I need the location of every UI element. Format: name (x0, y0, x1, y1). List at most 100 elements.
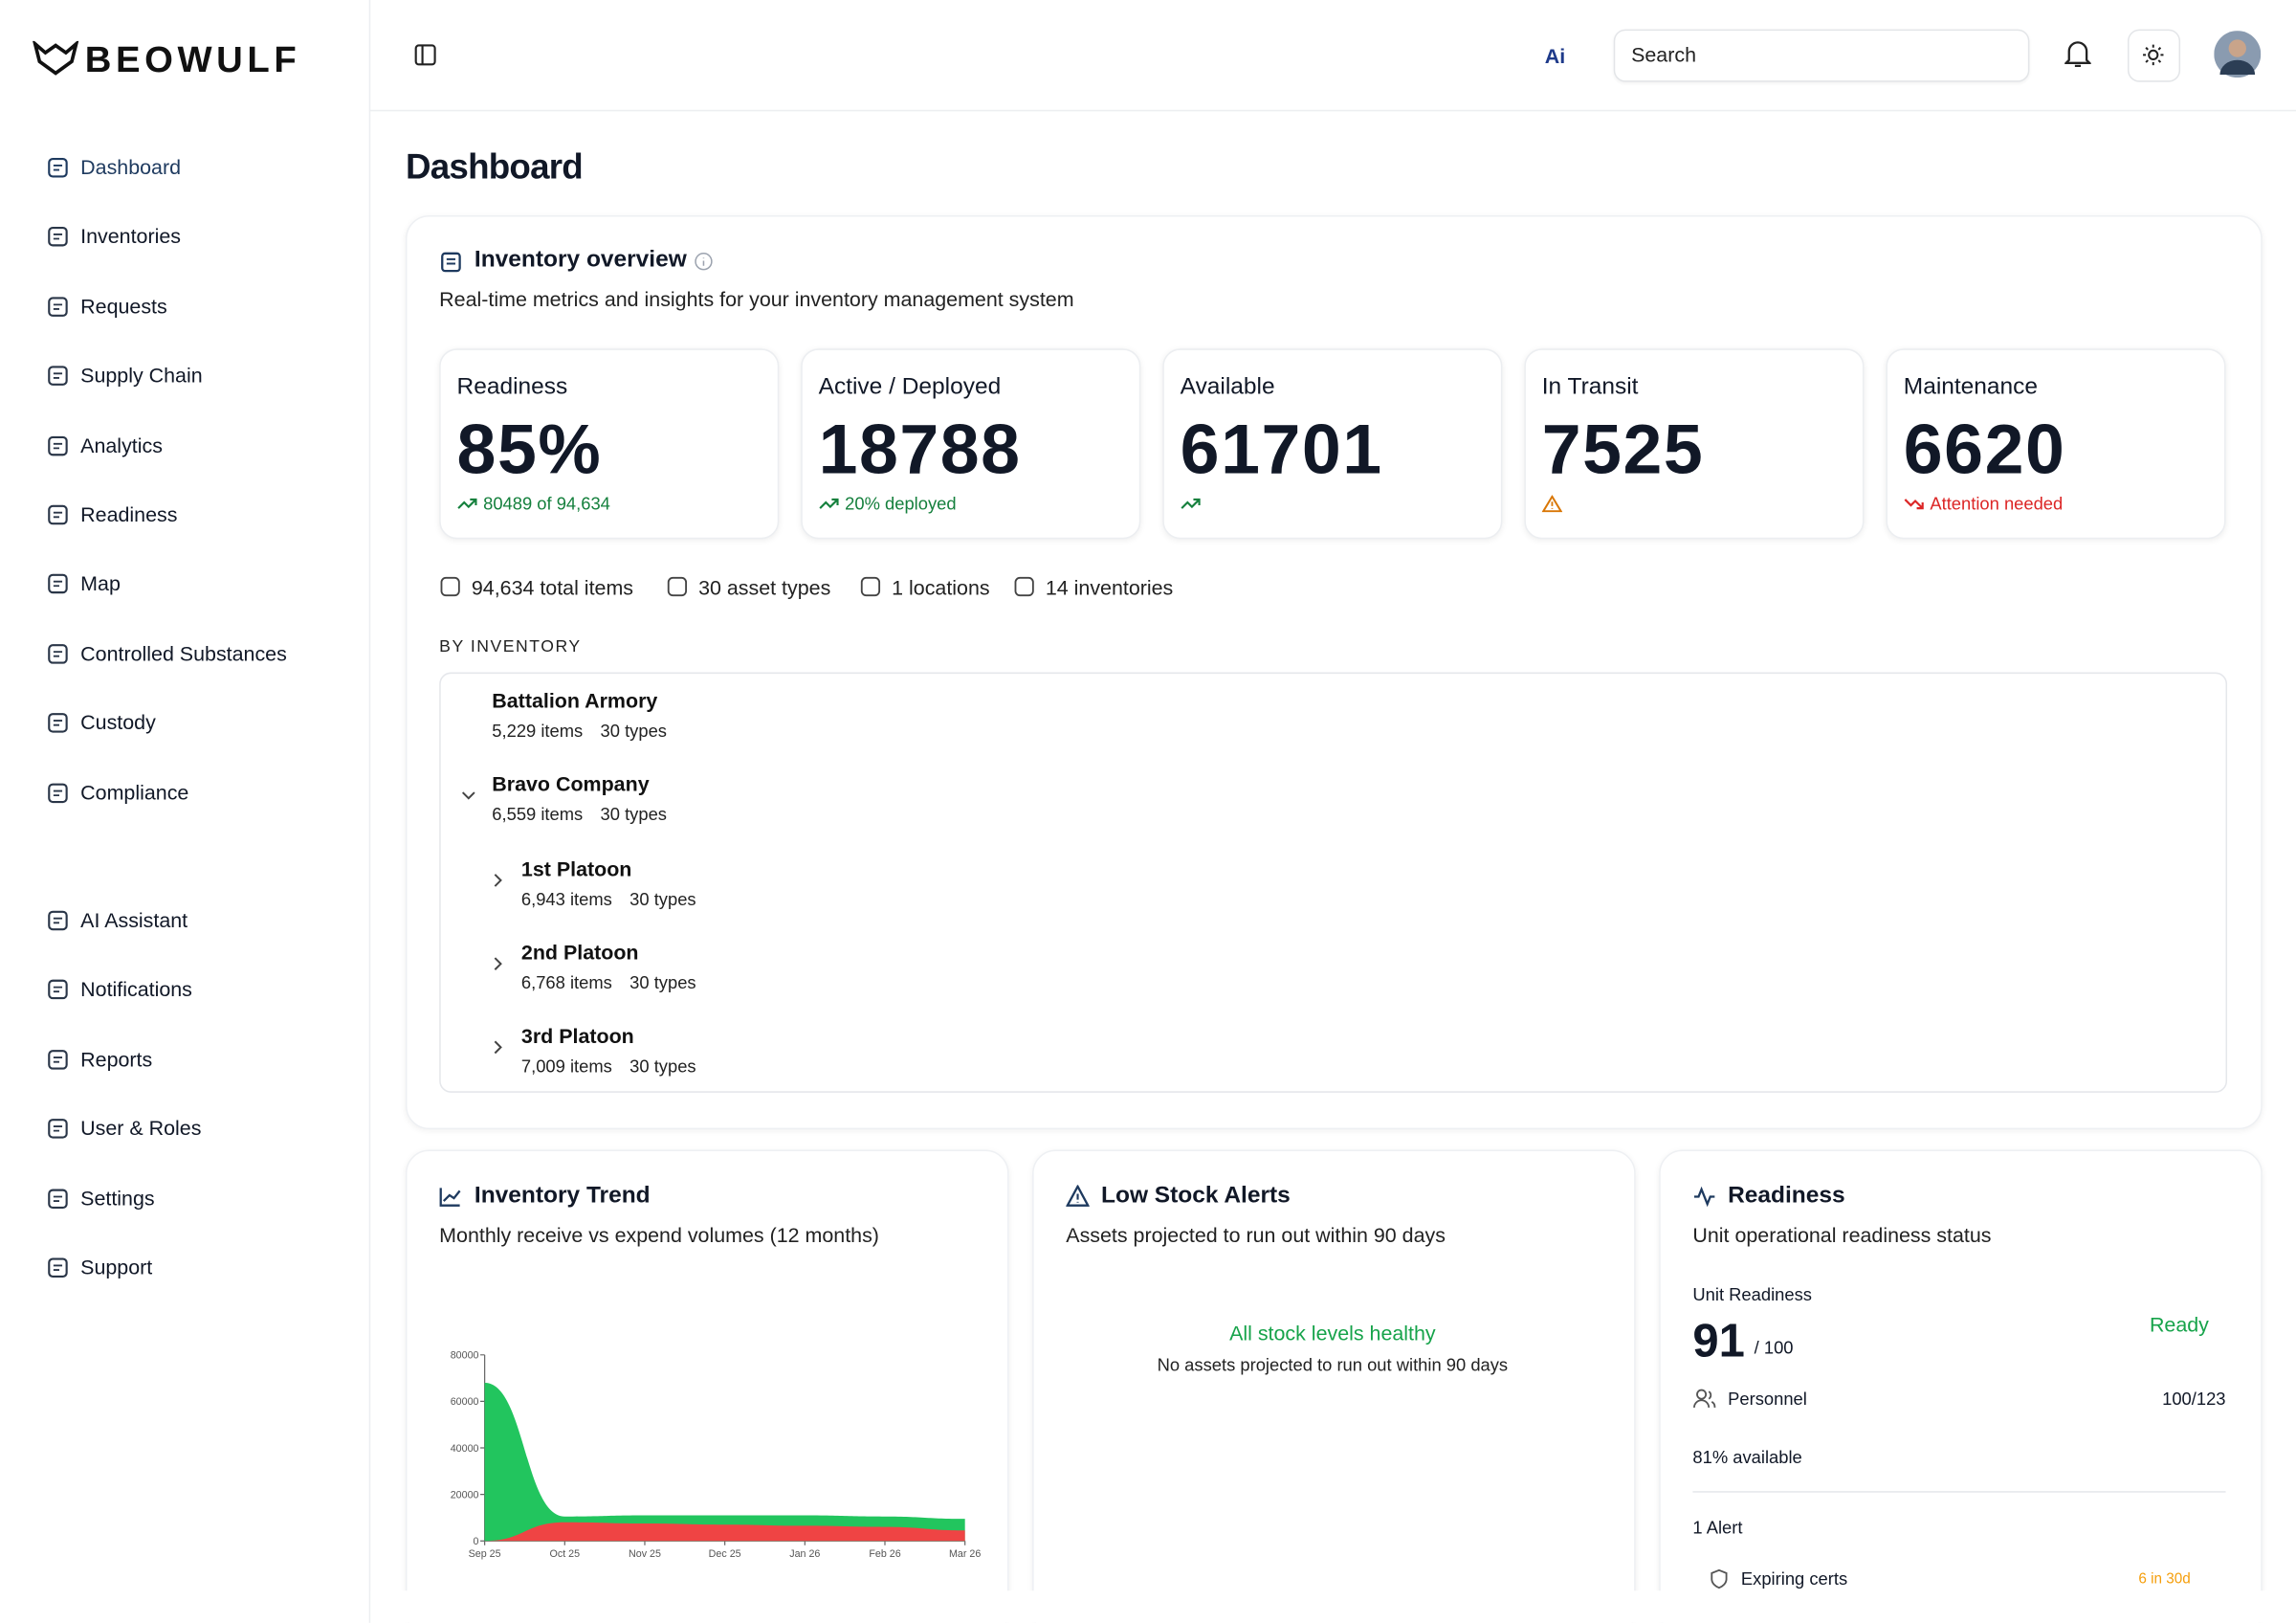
notifications-button[interactable] (2064, 39, 2091, 69)
low-stock-title: Low Stock Alerts (1101, 1183, 1291, 1209)
tree-toggle[interactable] (489, 871, 506, 888)
divider (1692, 1491, 2226, 1493)
summary-icon (440, 576, 460, 597)
stat-label: Readiness (456, 374, 568, 400)
stat-label: Maintenance (1903, 374, 2039, 400)
tree-toggle[interactable] (460, 787, 477, 804)
stat-card (1162, 348, 1503, 540)
personnel-label: Personnel (1728, 1389, 1807, 1410)
area-series (484, 1382, 965, 1542)
summary-icon (1014, 576, 1034, 597)
personnel-icon (1692, 1389, 1716, 1409)
readiness-icon (1693, 1186, 1715, 1208)
stat-label: Available (1180, 374, 1275, 400)
inventory-items: 5,229 items (492, 721, 584, 742)
tree-toggle[interactable] (489, 955, 506, 972)
nav-icon (48, 980, 68, 1000)
stat-card (439, 348, 780, 540)
nav-item[interactable]: Reports (80, 1047, 153, 1071)
nav-item[interactable]: Settings (80, 1186, 155, 1210)
sidebar-toggle[interactable] (414, 44, 436, 66)
svg-text:Ai: Ai (1545, 45, 1565, 68)
x-tick-label: Sep 25 (469, 1548, 501, 1560)
alert-icon (1066, 1185, 1090, 1207)
stat-note: 80489 of 94,634 (483, 493, 610, 515)
x-tick-label: Oct 25 (550, 1548, 581, 1560)
nav-item[interactable]: Inventories (80, 224, 182, 249)
theme-icon (2143, 44, 2164, 66)
avatar[interactable] (2214, 31, 2262, 78)
inventory-name[interactable]: Bravo Company (492, 772, 650, 796)
logo[interactable]: BEOWULF (84, 39, 301, 81)
inventory-name[interactable]: 3rd Platoon (520, 1024, 634, 1048)
nav-icon (48, 227, 68, 248)
nav-icon (48, 1188, 68, 1209)
readiness-max: / 100 (1754, 1337, 1794, 1358)
stat-note: 20% deployed (845, 493, 957, 515)
nav-icon (48, 157, 68, 178)
inventory-types: 30 types (629, 972, 696, 993)
y-tick-label: 40000 (451, 1443, 479, 1455)
area-series (484, 1522, 965, 1542)
nav-item[interactable]: Readiness (80, 501, 178, 526)
nav-item[interactable]: Dashboard (80, 155, 182, 179)
stat-value: 18788 (818, 411, 1022, 490)
page-bottom-fade (370, 1590, 2296, 1623)
inventory-types: 30 types (600, 721, 668, 742)
nav-icon (48, 574, 68, 594)
nav-item[interactable]: Custody (80, 710, 156, 735)
nav-item[interactable]: Support (80, 1255, 153, 1279)
summary-item: 94,634 total items (471, 575, 634, 600)
alerts-label: 1 Alert (1692, 1517, 1743, 1539)
availability: 81% available (1692, 1447, 1802, 1468)
stat-value: 85% (456, 411, 603, 490)
inventory-items: 6,559 items (492, 804, 584, 826)
search-placeholder: Search (1631, 42, 1696, 66)
y-tick-label: 0 (474, 1536, 479, 1547)
info-icon[interactable] (695, 252, 714, 271)
alert-detail: 6 in 30d (2138, 1571, 2191, 1589)
nav-item[interactable]: Requests (80, 294, 167, 318)
stat-note-icon (1541, 495, 1563, 513)
y-tick-label: 60000 (451, 1396, 479, 1408)
trend-subtitle: Monthly receive vs expend volumes (12 mo… (439, 1223, 879, 1247)
summary-icon (860, 576, 881, 597)
x-tick-label: Nov 25 (629, 1548, 661, 1560)
x-tick-label: Mar 26 (949, 1548, 981, 1560)
y-tick-label: 20000 (451, 1489, 479, 1501)
inventory-name[interactable]: 1st Platoon (520, 856, 632, 880)
nav-icon (48, 713, 68, 733)
nav-item[interactable]: Notifications (80, 977, 192, 1002)
ai-button[interactable]: Ai (1543, 42, 1570, 69)
nav-item[interactable]: Supply Chain (80, 363, 203, 388)
nav-icon (48, 1257, 68, 1278)
nav-item[interactable]: Map (80, 571, 121, 596)
inventory-types: 30 types (600, 804, 668, 826)
low-stock-status: All stock levels healthy (1229, 1321, 1436, 1345)
nav-icon (48, 1049, 68, 1070)
overview-title: Inventory overview (474, 247, 687, 273)
nav-item[interactable]: Analytics (80, 433, 163, 456)
tree-toggle[interactable] (489, 1038, 506, 1056)
inventory-items: 6,943 items (520, 888, 612, 909)
stat-value: 61701 (1180, 411, 1383, 490)
stat-label: Active / Deployed (818, 374, 1002, 400)
search-input[interactable] (1613, 29, 2030, 82)
nav-item[interactable]: Compliance (80, 780, 189, 804)
nav-item[interactable]: Controlled Substances (80, 641, 287, 665)
inventory-name[interactable]: Battalion Armory (492, 688, 658, 712)
shield-icon (1711, 1568, 1728, 1590)
trend-title: Inventory Trend (474, 1183, 651, 1209)
stat-card (801, 348, 1141, 540)
nav-item[interactable]: AI Assistant (80, 907, 188, 932)
trend-icon (439, 1188, 461, 1207)
personnel-value: 100/123 (2162, 1389, 2226, 1410)
nav-item[interactable]: User & Roles (80, 1116, 202, 1141)
stat-note-icon (1904, 499, 1924, 510)
trend-card (405, 1149, 1009, 1623)
inventory-name[interactable]: 2nd Platoon (520, 940, 639, 964)
topbar (368, 0, 2296, 112)
y-tick-label: 80000 (451, 1350, 479, 1362)
theme-button[interactable] (2127, 29, 2181, 82)
